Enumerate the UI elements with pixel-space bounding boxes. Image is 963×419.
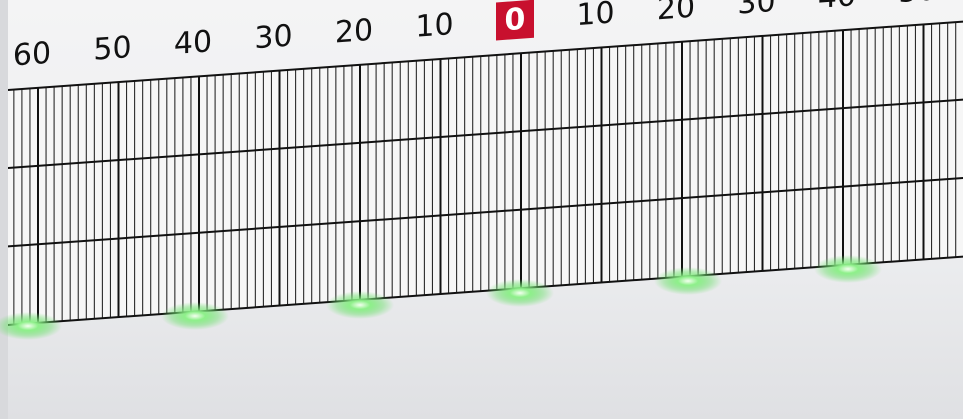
scale-label: 10 (415, 7, 453, 45)
scale-label: 20 (657, 0, 695, 27)
laser-dot (161, 302, 229, 330)
scale-label: 50 (93, 30, 131, 68)
laser-dot (654, 267, 722, 295)
photo: 60504030201001020304050 (0, 0, 963, 419)
scale-label: 30 (737, 0, 775, 22)
laser-dot (486, 279, 554, 307)
scale-label: 20 (335, 13, 373, 51)
page: 60504030201001020304050 (() => { const d… (0, 0, 963, 419)
scale-label: 30 (254, 19, 292, 57)
scale-label: 10 (576, 0, 614, 33)
scale-label: 0 (505, 2, 526, 38)
laser-dot (814, 255, 882, 283)
scale-label: 40 (818, 0, 856, 16)
scale-label: 40 (174, 24, 212, 62)
scale-label: 60 (13, 36, 51, 74)
left-edge (0, 0, 8, 419)
laser-dot (326, 291, 394, 319)
